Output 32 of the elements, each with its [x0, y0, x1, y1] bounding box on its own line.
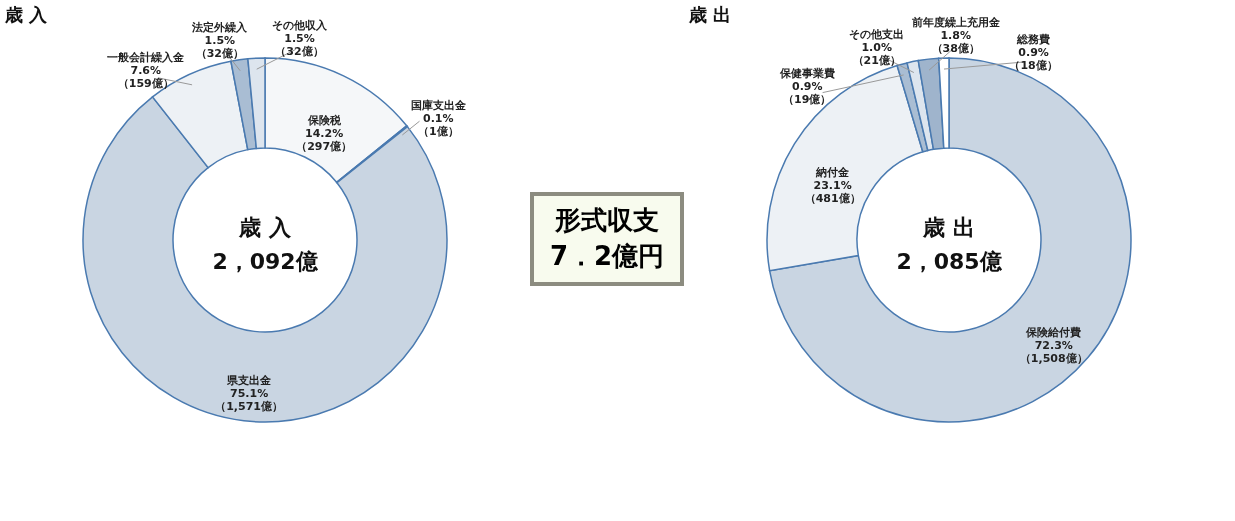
- data-label: 1.5% （32億）: [195, 33, 244, 60]
- data-label: 23.1% （481億）: [804, 178, 861, 205]
- data-label: 1.0% （21億）: [852, 41, 901, 68]
- data-label: 7.6% （159億）: [117, 63, 174, 90]
- text: 2，092億: [212, 249, 319, 274]
- data-label: 0.1% （1億）: [417, 112, 459, 139]
- data-label: 0.9% （18億）: [1009, 45, 1058, 72]
- slice-label: 保険給付費: [1025, 326, 1082, 340]
- data-label: 1.8% （38億）: [931, 29, 980, 56]
- slice-label: 保険税: [306, 114, 342, 128]
- text: 形式収支: [554, 205, 659, 235]
- slice-label: 一般会計繰入金: [107, 50, 186, 64]
- text: 2，085億: [896, 249, 1003, 274]
- data-label: 0.9% （19億）: [783, 80, 832, 107]
- data-label: 1.5% （32億）: [275, 31, 324, 58]
- slice-label: 前年度繰上充用金: [910, 16, 1001, 30]
- slice-label: その他支出: [849, 28, 905, 42]
- slice-label: 保健事業費: [778, 67, 835, 81]
- slice-label: 法定外繰入: [191, 20, 249, 34]
- data-label: 75.1% （1,571億）: [215, 387, 284, 414]
- text: 歳 出: [922, 215, 975, 240]
- slice-label: 納付金: [815, 165, 851, 179]
- data-label: 14.2% （297億）: [296, 127, 353, 154]
- text: 7．2億円: [549, 241, 665, 271]
- slice-label: 県支出金: [226, 374, 273, 388]
- chart-title: 歳 出: [688, 4, 732, 25]
- text: 歳 入: [238, 215, 292, 240]
- slice-label: 総務費: [1016, 32, 1051, 46]
- slice-label: 国庫支出金: [410, 99, 467, 113]
- data-label: 72.3% （1,508億）: [1019, 339, 1088, 366]
- slice-label: その他収入: [271, 18, 328, 32]
- chart-title: 歳 入: [4, 4, 49, 25]
